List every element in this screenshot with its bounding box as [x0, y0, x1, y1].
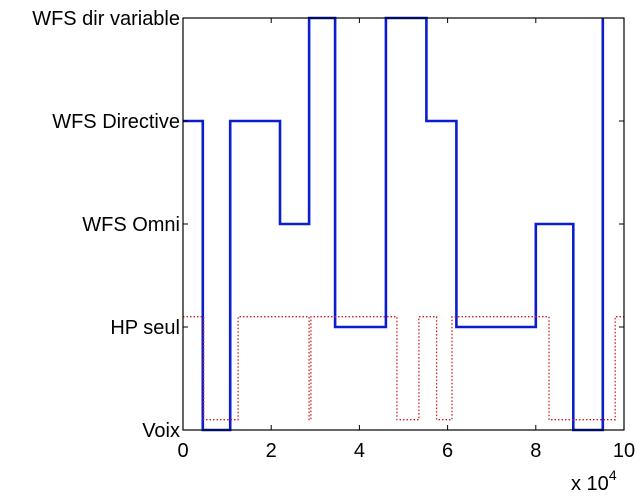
x-tick-label: 8: [530, 440, 541, 462]
tick-layer: [182, 17, 625, 431]
y-tick-label: WFS Omni: [82, 214, 180, 236]
y-tick-label: Voix: [142, 420, 180, 442]
x-tick-label: 0: [177, 440, 188, 462]
x-exponent-power: 4: [609, 467, 617, 483]
series-1-line: [183, 16, 605, 432]
label-layer: 0 2 4 6 8 10 Voix HP seul WFS Omni WFS Directive W…: [32, 8, 635, 462]
x-exponent-label: x 104: [571, 467, 617, 495]
x-tick-label: 4: [354, 440, 365, 462]
x-tick-label: 2: [266, 440, 277, 462]
series-layer: [183, 16, 624, 432]
x-exponent-base: x 10: [571, 473, 609, 495]
x-tick-label: 10: [613, 440, 635, 462]
x-tick-label: 6: [442, 440, 453, 462]
series-2-line: [183, 316, 624, 421]
y-tick-label: WFS dir variable: [32, 8, 180, 30]
y-tick-label: HP seul: [110, 317, 180, 339]
y-tick-label: WFS Directive: [52, 111, 180, 133]
